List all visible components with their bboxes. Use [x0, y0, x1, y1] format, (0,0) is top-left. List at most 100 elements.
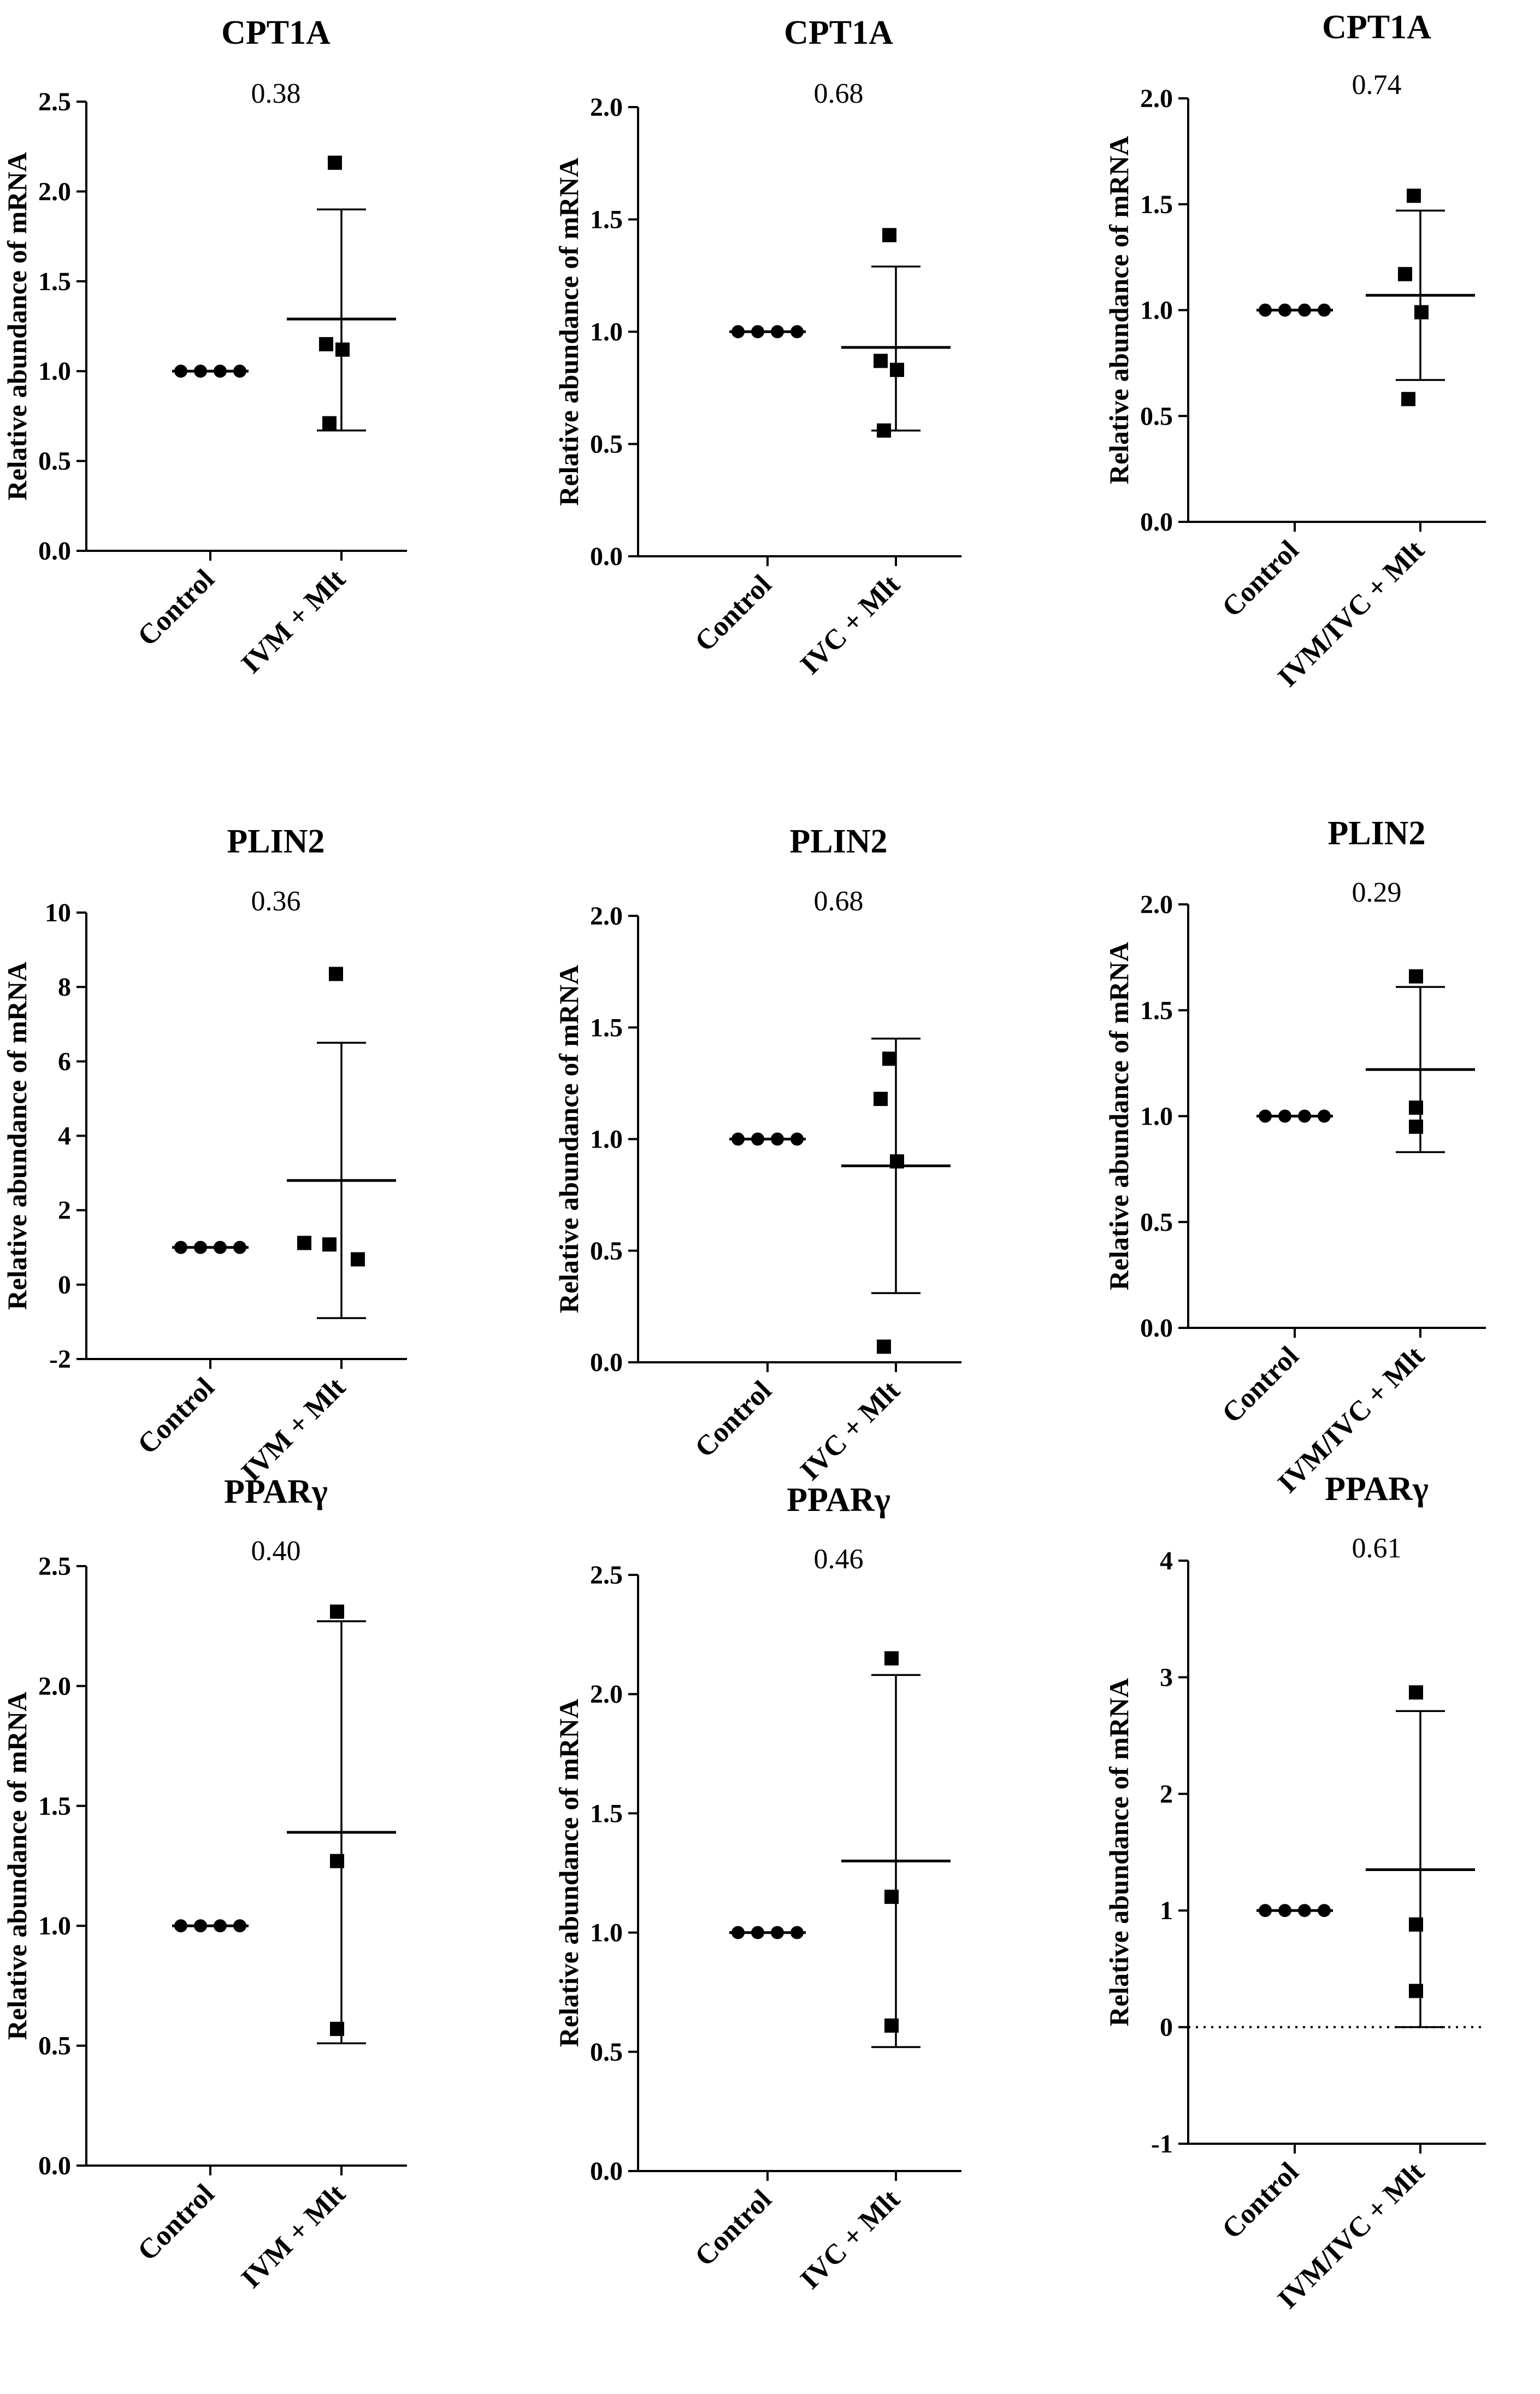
control-data-point [194, 1240, 207, 1254]
y-axis-label: Relative abundance of mRNA [553, 1699, 584, 2047]
y-tick-label: 2.0 [38, 177, 71, 206]
chart-panel-4: PLIN2 0.36 Relative abundance of mRNA -2 0 2 4… [2, 823, 407, 1488]
y-tick-label: 1.0 [1140, 296, 1173, 325]
treatment-data-point [1409, 1101, 1423, 1115]
chart-title: PLIN2 [789, 823, 887, 860]
y-tick-label: 1.5 [590, 1799, 623, 1828]
y-tick-label: 1.0 [590, 317, 623, 346]
control-data-point [1259, 1904, 1272, 1917]
x-category-label: IVM + Mlt [235, 2178, 352, 2295]
y-tick-label: 0.0 [38, 2151, 71, 2180]
control-data-point [1298, 303, 1311, 317]
control-data-point [790, 1926, 804, 1939]
treatment-data-point [322, 416, 337, 431]
y-tick-label: 1.5 [38, 267, 71, 296]
y-tick-label: 1.0 [38, 1911, 71, 1940]
control-data-point [1318, 1109, 1331, 1123]
x-category-label: Control [1216, 534, 1305, 623]
control-data-point [751, 1132, 764, 1146]
control-data-point [790, 325, 804, 338]
y-tick-label: 0 [58, 1270, 71, 1299]
x-category-label: Control [689, 2184, 777, 2272]
treatment-data-point [335, 342, 350, 357]
treatment-data-point [1409, 1119, 1423, 1134]
y-tick-label: 1 [1160, 1896, 1173, 1925]
treatment-data-point [874, 354, 888, 368]
treatment-data-point [1409, 969, 1423, 984]
p-value-label: 0.46 [814, 1544, 864, 1575]
y-tick-label: 0.5 [590, 1237, 623, 1266]
y-tick-label: 0.0 [1140, 1314, 1173, 1343]
control-data-point [1278, 303, 1291, 317]
y-axis-label: Relative abundance of mRNA [2, 152, 32, 500]
y-tick-label: 0.5 [590, 2038, 623, 2067]
control-data-point [214, 364, 227, 378]
chart-title: PLIN2 [1327, 815, 1425, 852]
control-data-point [194, 364, 207, 378]
y-tick-label: 1.0 [1140, 1102, 1173, 1131]
treatment-data-point [1409, 1917, 1423, 1932]
treatment-data-point [329, 967, 343, 981]
treatment-data-point [319, 337, 333, 351]
y-axis-label: Relative abundance of mRNA [1104, 942, 1134, 1290]
control-data-point [751, 325, 764, 338]
y-tick-label: 2.0 [38, 1672, 71, 1701]
chart-title: CPT1A [784, 14, 893, 51]
control-data-point [1318, 303, 1331, 317]
chart-panel-9: PPARγ 0.61 Relative abundance of mRNA -1 0 1 2… [1104, 1470, 1486, 2315]
y-tick-label: 10 [45, 898, 71, 927]
control-data-point [751, 1926, 764, 1939]
chart-title: PPARγ [1325, 1470, 1429, 1508]
p-value-label: 0.29 [1352, 877, 1402, 908]
treatment-data-point [884, 2018, 899, 2033]
x-category-label: IVM + Mlt [235, 563, 352, 680]
control-data-point [174, 364, 187, 378]
y-axis-label: Relative abundance of mRNA [553, 157, 584, 505]
y-tick-label: 1.0 [38, 357, 71, 386]
y-tick-label: 0.0 [38, 537, 71, 566]
control-data-point [233, 1919, 246, 1933]
y-tick-label: 1.5 [590, 1013, 623, 1042]
y-axis-label: Relative abundance of mRNA [2, 1692, 32, 2040]
y-axis-label: Relative abundance of mRNA [1104, 1678, 1134, 2026]
control-data-point [1278, 1904, 1291, 1917]
y-tick-label: 0.5 [1140, 402, 1173, 431]
x-category-label: IVC + Mlt [794, 1375, 906, 1487]
chart-title: CPT1A [1322, 9, 1431, 46]
y-tick-label: 1.5 [38, 1792, 71, 1821]
y-tick-label: 2.0 [590, 93, 623, 122]
y-tick-label: 1.5 [590, 205, 623, 234]
control-data-point [174, 1919, 187, 1933]
control-data-point [771, 1926, 784, 1939]
control-data-point [174, 1240, 187, 1254]
chart-panel-8: PPARγ 0.46 Relative abundance of mRNA 0.0 0.… [553, 1481, 961, 2295]
x-category-label: Control [132, 2178, 220, 2267]
control-data-point [731, 1132, 745, 1146]
treatment-data-point [330, 1854, 344, 1868]
treatment-data-point [330, 1604, 344, 1619]
chart-panel-2: CPT1A 0.68 Relative abundance of mRNA 0.0 0.… [553, 14, 961, 680]
y-tick-label: -1 [1151, 2130, 1173, 2158]
y-tick-label: 6 [58, 1047, 71, 1076]
p-value-label: 0.40 [251, 1536, 301, 1567]
y-axis-label: Relative abundance of mRNA [2, 962, 32, 1310]
y-tick-label: 1.0 [590, 1919, 623, 1948]
x-category-label: Control [689, 569, 777, 657]
x-category-label: IVM + Mlt [235, 1372, 352, 1488]
control-data-point [214, 1919, 227, 1933]
p-value-label: 0.74 [1352, 69, 1402, 101]
y-tick-label: 0.0 [590, 542, 623, 571]
y-axis-label: Relative abundance of mRNA [1104, 136, 1134, 484]
chart-panel-1: CPT1A 0.38 Relative abundance of mRNA 0.0 0.… [2, 14, 407, 680]
y-tick-label: 0.0 [1140, 508, 1173, 537]
chart-title: PPARγ [787, 1481, 890, 1519]
control-data-point [194, 1919, 207, 1933]
y-tick-label: 2.0 [1140, 890, 1173, 919]
y-tick-label: 2.0 [590, 902, 623, 931]
p-value-label: 0.38 [251, 78, 301, 109]
y-tick-label: 0.5 [38, 2032, 71, 2061]
treatment-data-point [1409, 1685, 1423, 1700]
treatment-data-point [1398, 267, 1412, 281]
y-tick-label: 4 [1160, 1546, 1173, 1575]
